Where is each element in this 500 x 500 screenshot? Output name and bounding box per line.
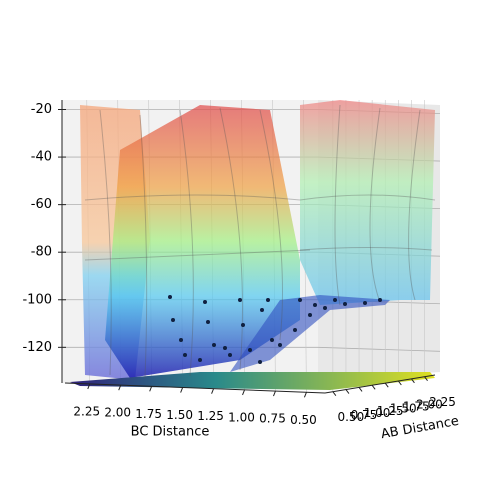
y-axis-label: AB Distance (380, 414, 460, 442)
y-tick-label: 1.25 (377, 404, 404, 418)
tick-mark (242, 389, 245, 396)
tick-mark (118, 384, 122, 391)
x-tick-label: 1.75 (135, 407, 162, 421)
x-tick-label: 2.00 (104, 406, 131, 420)
tick-mark (211, 388, 215, 394)
z-tick-label: -40 (31, 150, 52, 165)
y-tick-label: 0.75 (351, 408, 378, 422)
axes (61, 100, 436, 394)
y-tick-label: 1.50 (390, 402, 417, 416)
tick-mark (384, 382, 389, 388)
z-tick-label: -20 (31, 102, 52, 117)
tick-mark (411, 378, 415, 384)
tick-mark (397, 380, 402, 386)
tick-mark (371, 384, 376, 390)
tick-mark (345, 389, 350, 394)
tick-mark (303, 392, 307, 398)
y-tick-label: 1.00 (364, 406, 391, 420)
tick-mark (358, 387, 363, 392)
tick-mark (424, 376, 428, 382)
y-tick-label: 0.50 (337, 410, 364, 424)
tick-mark (180, 387, 184, 393)
y-tick-label: 1.75 (403, 400, 430, 414)
x-tick-label: 1.50 (166, 408, 193, 422)
y-tick-label: 2.00 (416, 397, 443, 411)
z-tick-label: -60 (31, 197, 52, 212)
tick-mark (87, 383, 91, 390)
x-tick-label: 0.75 (259, 412, 286, 426)
x-axis-label: BC Distance (131, 425, 210, 440)
tick-mark (273, 390, 276, 397)
z-tick-label: -120 (22, 340, 52, 355)
z-tick-label: -100 (22, 292, 52, 307)
x-tick-label: 0.50 (290, 413, 317, 427)
z-tick-label: -80 (31, 245, 52, 260)
x-tick-label: 1.25 (197, 409, 224, 423)
x-tick-label: 1.00 (228, 410, 255, 424)
surface (70, 100, 436, 390)
y-tick-label: 2.25 (429, 395, 456, 409)
tick-mark (332, 391, 337, 397)
x-tick-label: 2.25 (73, 404, 100, 418)
tick-mark (149, 386, 153, 392)
